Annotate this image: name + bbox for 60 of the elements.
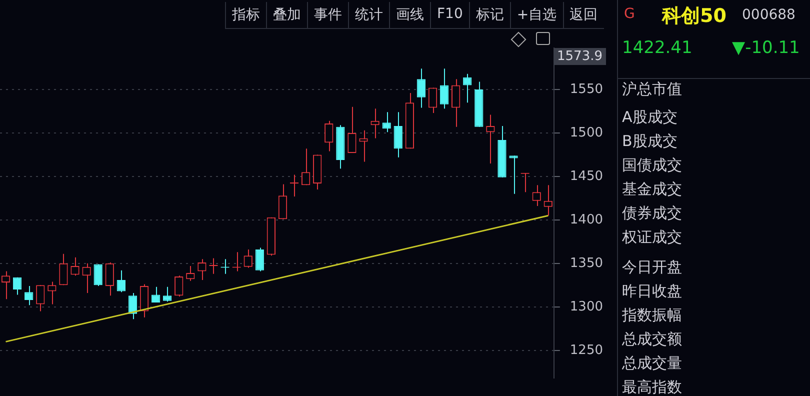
text: 最高指数	[622, 378, 682, 396]
y-tick-label: 1350	[570, 256, 604, 271]
text: 沪总市值	[622, 80, 682, 99]
text: 科创50	[662, 4, 726, 29]
candlestick	[359, 130, 368, 162]
text: G	[624, 6, 635, 22]
text: 事件	[307, 2, 348, 28]
text: 昨日收盘	[622, 282, 682, 301]
candlestick	[128, 292, 138, 320]
y-tick-label: 1450	[570, 168, 604, 184]
text: +自选	[510, 2, 563, 28]
text: 国债成交	[622, 156, 682, 175]
candlestick	[278, 184, 288, 220]
candlestick	[428, 87, 438, 114]
candlestick	[105, 262, 114, 296]
text: 债券成交	[622, 204, 682, 223]
y-tick-label: 1300	[570, 299, 604, 314]
text: 总成交量	[622, 354, 682, 373]
text: B股成交	[622, 132, 678, 151]
text: 今日开盘	[622, 258, 682, 277]
candlestick	[440, 68, 449, 110]
text: 基金成交	[622, 180, 682, 199]
candlestick	[59, 253, 68, 286]
candlestick	[209, 258, 218, 274]
text: 1573.9	[554, 48, 606, 65]
y-tick-label: 1500	[570, 125, 604, 140]
text: 叠加	[266, 2, 307, 28]
text: 权证成交	[622, 228, 682, 247]
text: 1422.41	[622, 38, 692, 58]
candlestick	[255, 247, 264, 272]
text: 标记	[468, 2, 510, 28]
candlestick	[348, 106, 356, 154]
text: 000688	[742, 7, 796, 23]
candlestick	[463, 73, 472, 104]
candlestick	[94, 264, 102, 287]
candlestick	[486, 114, 495, 164]
text: A股成交	[622, 108, 678, 127]
candlestick	[544, 184, 552, 216]
candlestick	[382, 112, 391, 133]
candlestick	[290, 174, 299, 197]
candlestick	[174, 275, 184, 297]
text: 画线	[389, 2, 430, 28]
candlestick	[163, 286, 172, 302]
y-tick-label: 1250	[570, 342, 604, 358]
y-tick-label: 1550	[570, 82, 604, 97]
candlestick	[370, 108, 380, 139]
text: 指标	[225, 2, 266, 28]
candlestick	[36, 284, 45, 312]
candlestick	[324, 120, 334, 152]
text: 统计	[348, 2, 389, 28]
text: 返回	[562, 2, 604, 28]
text: 指数振幅	[622, 306, 682, 325]
candlestick	[140, 284, 149, 318]
text: ▼-10.11	[732, 38, 800, 58]
y-tick-label: 1400	[570, 212, 604, 228]
candlestick	[452, 78, 460, 128]
candlestick	[394, 112, 402, 158]
text: 总成交额	[622, 330, 682, 349]
candlestick	[416, 68, 426, 108]
text: F10	[430, 2, 469, 28]
